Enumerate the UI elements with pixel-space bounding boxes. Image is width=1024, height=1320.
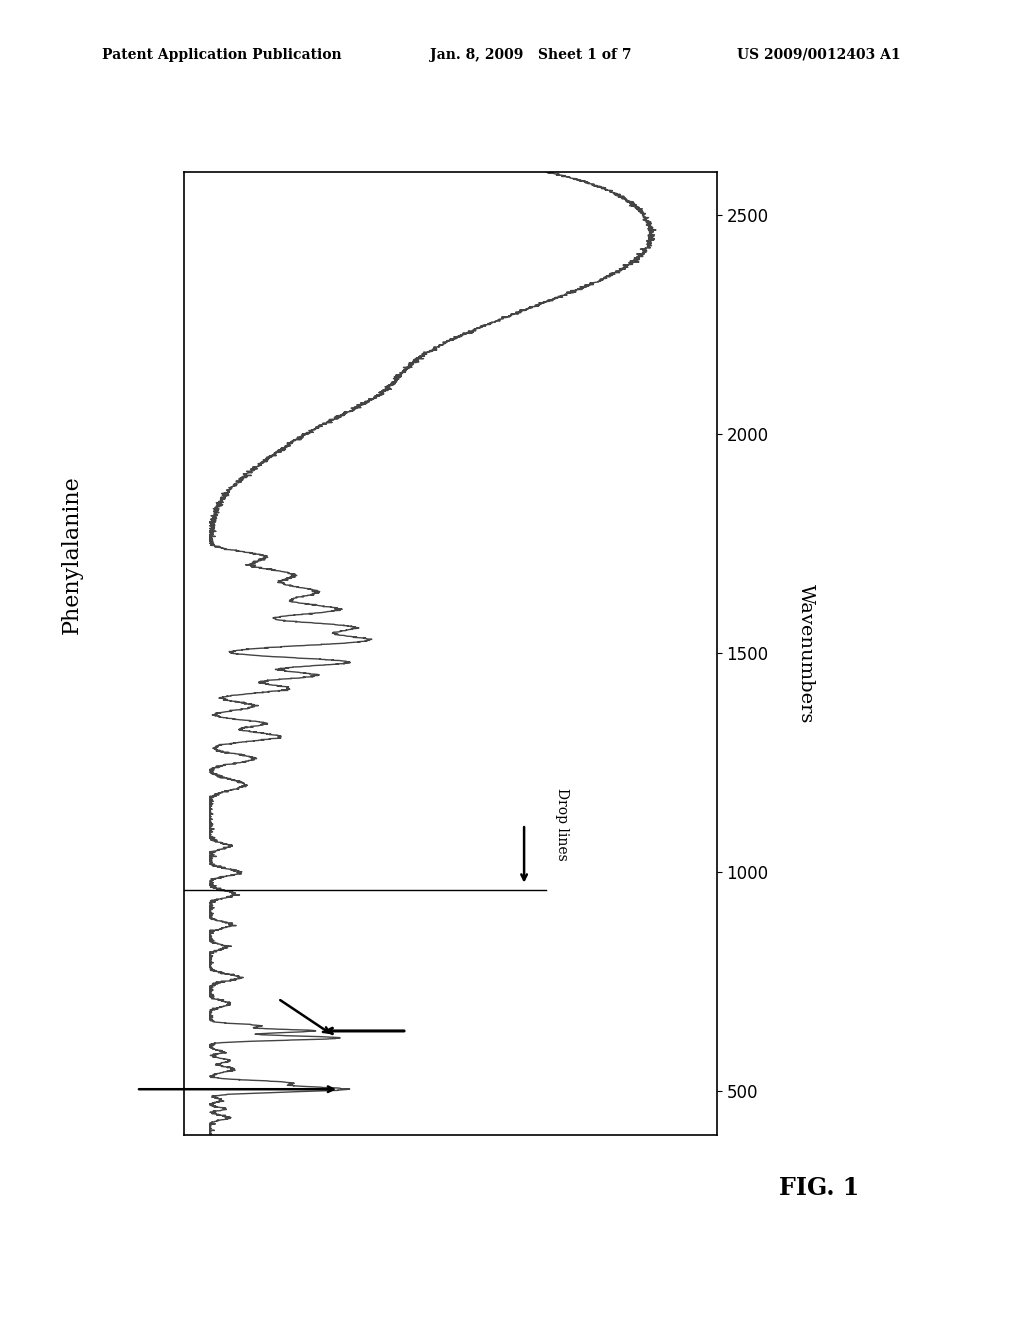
Text: Phenylalanine: Phenylalanine [60,475,83,634]
Y-axis label: Wavenumbers: Wavenumbers [797,583,814,723]
Text: US 2009/0012403 A1: US 2009/0012403 A1 [737,48,901,62]
Text: Jan. 8, 2009   Sheet 1 of 7: Jan. 8, 2009 Sheet 1 of 7 [430,48,632,62]
Text: Patent Application Publication: Patent Application Publication [102,48,342,62]
Text: Drop lines: Drop lines [555,788,568,861]
Text: FIG. 1: FIG. 1 [779,1176,859,1200]
